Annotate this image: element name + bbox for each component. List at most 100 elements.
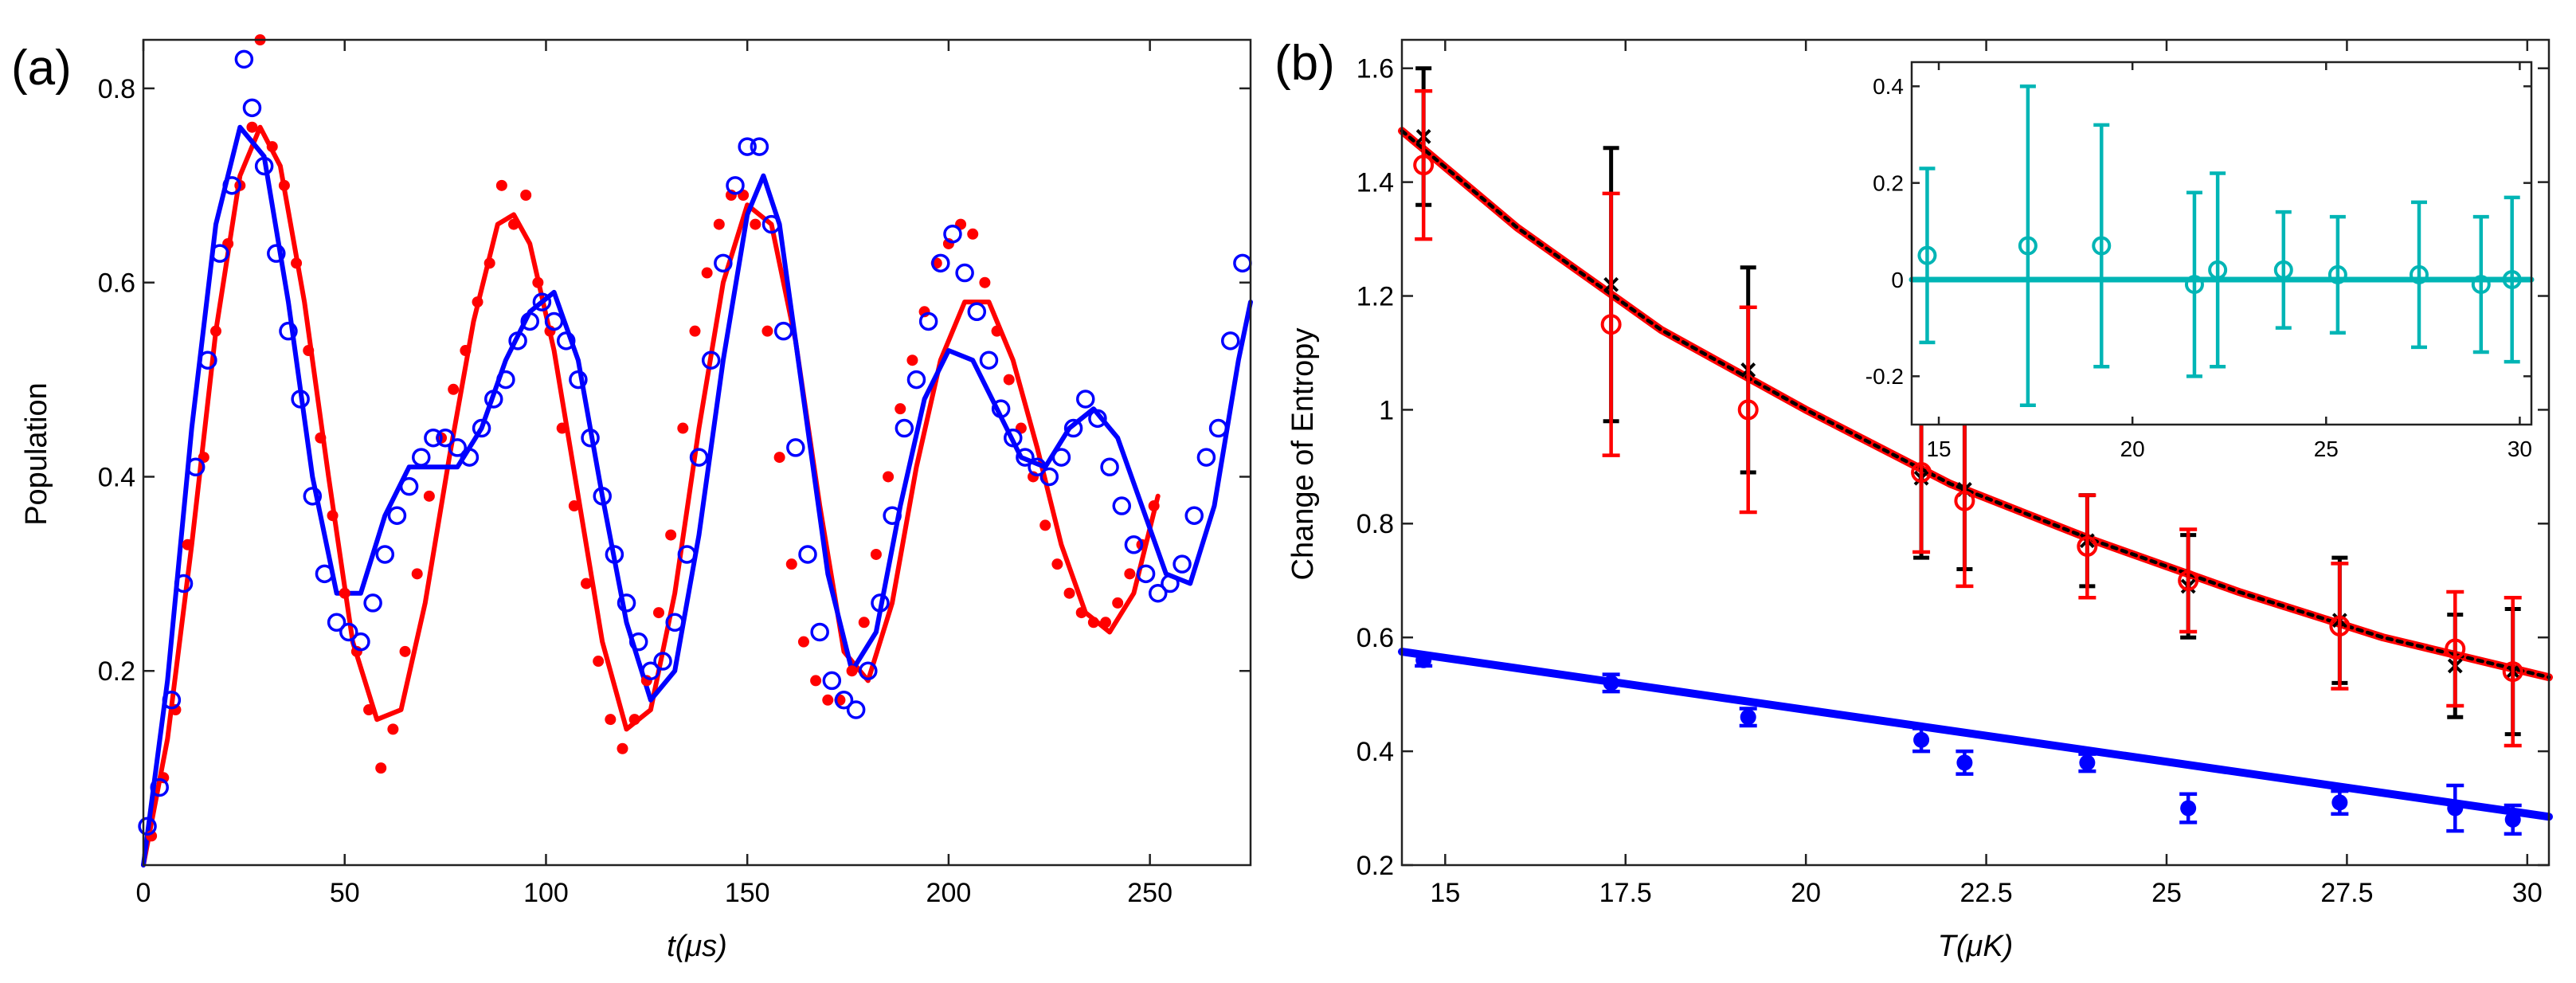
blue-data-point [761,214,781,234]
blue-data-point [375,545,395,564]
red-data-point [363,703,375,715]
red-data-point [967,228,979,240]
teal-points-marker [2208,260,2228,280]
red-data-point [1087,617,1099,629]
red-data-point [1051,558,1063,570]
blue-data-point [327,613,346,632]
blue-data-point [279,321,298,341]
panel-a-axes-box [142,38,1252,867]
red-data-point [291,257,303,269]
red-data-point [495,179,507,191]
inset-xtick-label: 15 [1926,437,1951,461]
red-data-point [797,636,809,648]
panel-b-ytick-label: 1.2 [1357,281,1394,311]
red-data-point [822,694,834,706]
panel-b-ytick-label: 0.6 [1357,623,1394,653]
red-data-point [399,645,411,657]
red-data-point [568,500,580,512]
blue-data-point [508,331,527,351]
red-data-point [846,665,858,677]
red-data-point [1148,500,1160,512]
red-data-point [556,422,568,434]
red-data-point [652,607,664,619]
red-data-point [278,179,290,191]
blue-data-point [210,244,229,263]
inset-data-points [1917,84,2522,407]
red-data-point [266,141,278,153]
red-circle-points-marker [2502,661,2523,683]
blue-data-point [979,351,999,370]
red-data-point [605,714,617,726]
blue-data-point [291,390,310,409]
red-data-point [1003,374,1015,386]
red-data-point [713,218,725,230]
red-data-point [785,558,797,570]
blue-data-point [198,351,217,370]
panel-b-ytick-label: 0.4 [1357,737,1394,767]
panel-b-label: (b) [1274,36,1335,91]
blue-data-point [363,593,382,613]
blue-data-point [1088,409,1107,429]
red-circle-points-marker [2077,535,2098,557]
blue-data-point [943,225,962,244]
panel-a-xtick-label: 250 [1127,878,1173,908]
teal-points-marker [2409,264,2429,284]
blue-data-point [222,176,241,195]
teal-points-marker [2184,275,2204,295]
red-fit-line [141,124,1161,867]
blue-dot-points-marker [2180,800,2197,817]
red-data-point [810,675,822,687]
blue-data-point [1100,457,1119,477]
panel-a-xtick-label: 100 [523,878,569,908]
red-data-point [979,276,991,288]
red-data-point [246,121,258,133]
panel-a-fit-lines [141,124,1253,867]
blue-data-point [556,331,576,351]
teal-points-marker [2327,264,2347,284]
red-data-point [472,296,483,308]
panel-b-inset: 15 20 25 30 -0.2 0 0.2 0.4 [1865,61,2535,461]
blue-dot-points-marker [1603,675,1619,691]
teal-points-marker [2018,236,2038,256]
red-data-point [1063,587,1075,599]
panel-a-xtick-label: 200 [926,878,972,908]
panel-b-fit-lines [1398,127,2553,821]
blue-data-point [1016,448,1035,467]
blue-data-point [1233,253,1252,273]
panel-b-ytick-label: 0.2 [1357,851,1394,881]
blue-data-point [1112,496,1132,515]
blue-data-point [448,438,468,457]
blue-data-point [1076,390,1095,409]
blue-data-point [1063,418,1083,438]
red-data-point [677,422,689,434]
blue-data-point [234,49,254,69]
red-circle-points-marker [1954,490,1975,511]
red-data-point [1124,568,1136,580]
red-data-point [315,432,327,444]
red-data-point [375,762,387,774]
blue-data-point [138,817,157,836]
blue-data-point [520,311,539,331]
panel-a-xtick-label: 50 [330,878,360,908]
blue-fit-line [141,124,1253,867]
blue-data-point [1161,574,1180,593]
blue-data-point [883,506,902,525]
blue-data-point [436,428,455,448]
panel-a-xtick-label: 150 [725,878,770,908]
blue-data-point [967,302,987,322]
red-data-point [483,257,495,269]
blue-dot-points-marker [1415,652,1432,668]
red-data-point [883,471,895,483]
blue-data-point [895,418,914,438]
panel-b-ytick-label: 1.4 [1357,168,1394,198]
blue-data-point [918,311,938,331]
blue-data-point [846,700,866,719]
blue-data-point [1173,554,1192,574]
blue-data-point [750,137,769,156]
red-circle-points-marker [2445,638,2466,660]
blue-fit-line [1398,648,2553,821]
blue-data-point [653,652,672,671]
blue-data-point [1051,448,1071,467]
teal-points-marker [2502,270,2522,289]
